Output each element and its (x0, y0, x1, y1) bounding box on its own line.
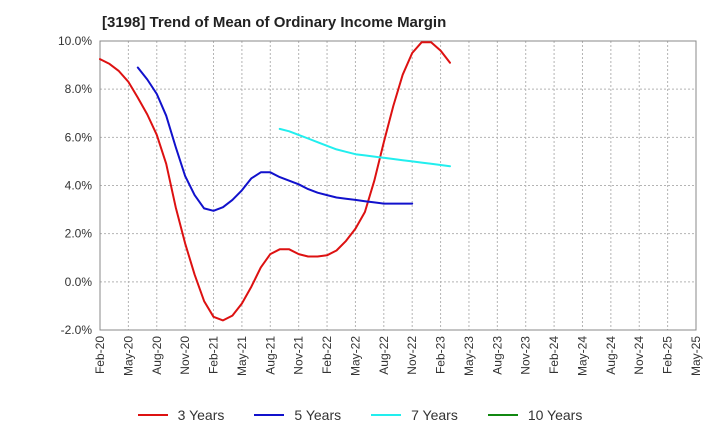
chart-title: [3198] Trend of Mean of Ordinary Income … (102, 14, 447, 31)
x-tick-label: Feb-20 (93, 336, 107, 374)
legend-label: 3 Years (177, 407, 225, 423)
y-tick-label: 4.0% (65, 179, 93, 193)
x-tick-label: May-24 (575, 336, 589, 376)
series-layer (99, 41, 451, 322)
x-tick-label: May-23 (462, 336, 476, 376)
x-tick-label: Nov-23 (519, 336, 533, 375)
x-tick-label: Nov-21 (292, 336, 306, 375)
legend-item: 5 Years (254, 404, 341, 426)
legend-swatch (371, 414, 402, 416)
x-tick-label: Nov-22 (405, 336, 419, 375)
y-tick-label: -2.0% (61, 323, 93, 337)
x-tick-label: Nov-24 (632, 336, 646, 375)
legend-item: 7 Years (371, 404, 458, 426)
y-tick-label: 6.0% (65, 130, 93, 144)
legend-swatch (254, 414, 285, 416)
x-tick-label: May-22 (348, 336, 362, 376)
legend-item: 10 Years (487, 404, 583, 426)
axis-layer: -2.0% 0.0% 2.0% 4.0% 6.0% 8.0% 10.0% Feb-20 May-… (58, 34, 703, 376)
y-tick-label: 10.0% (58, 34, 92, 48)
y-tick-label: 0.0% (65, 275, 93, 289)
plot-frame (99, 40, 697, 331)
legend-label: 10 Years (527, 407, 583, 423)
legend: 3 Years 5 Years 7 Years 10 Years (0, 404, 720, 426)
x-tick-label: Aug-20 (150, 336, 164, 375)
x-tick-label: Aug-22 (377, 336, 391, 375)
x-tick-label: May-21 (235, 336, 249, 376)
x-tick-label: Feb-25 (661, 336, 675, 374)
legend-swatch (487, 414, 518, 416)
legend-item: 3 Years (137, 404, 225, 426)
x-tick-label: Nov-20 (178, 336, 192, 375)
x-tick-label: May-20 (121, 336, 135, 376)
x-tick-label: Aug-21 (263, 336, 277, 375)
x-tick-label: May-25 (689, 336, 703, 376)
x-tick-label: Feb-22 (320, 336, 334, 374)
x-tick-label: Feb-23 (434, 336, 448, 374)
series-line-5-years (136, 66, 414, 212)
legend-label: 5 Years (294, 407, 342, 423)
x-tick-label: Aug-23 (490, 336, 504, 375)
series-line-3-years (99, 41, 451, 322)
series-line-7-years (278, 127, 451, 168)
legend-label: 7 Years (411, 407, 458, 423)
x-tick-label: Aug-24 (604, 336, 618, 375)
x-tick-label: Feb-24 (547, 336, 561, 374)
x-tick-label: Feb-21 (207, 336, 221, 374)
legend-swatch (137, 414, 168, 416)
y-tick-label: 2.0% (65, 227, 93, 241)
y-tick-label: 8.0% (65, 82, 93, 96)
